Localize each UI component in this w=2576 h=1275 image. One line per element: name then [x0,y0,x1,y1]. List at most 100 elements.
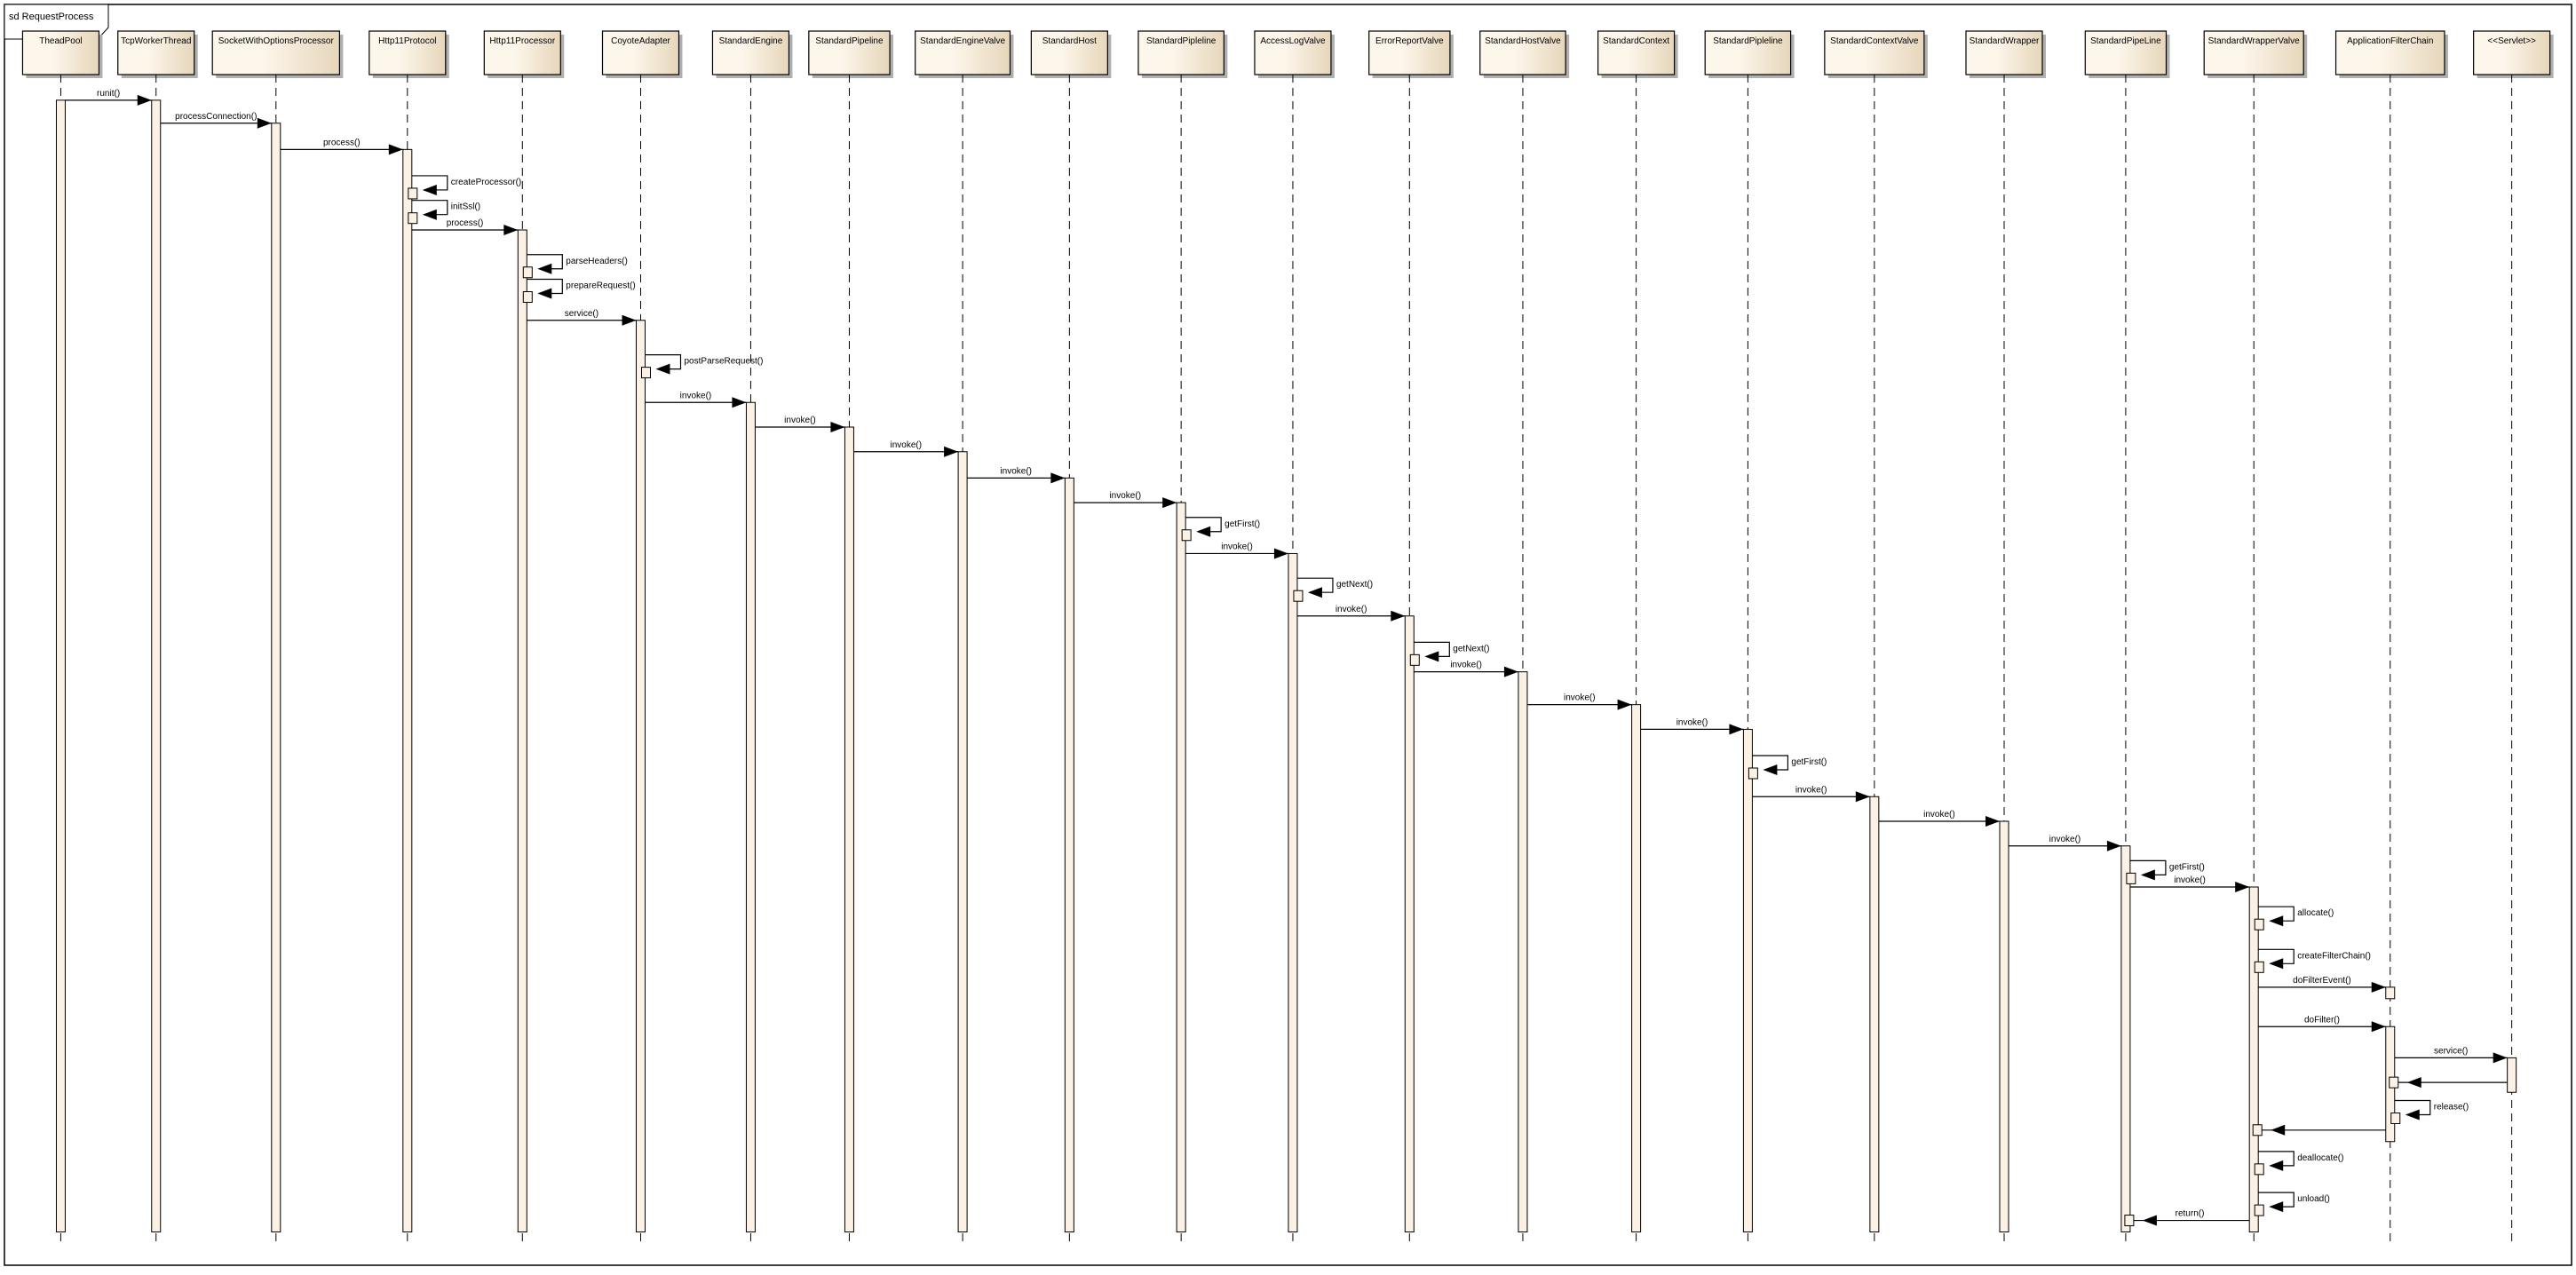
arrowhead [2269,915,2284,927]
arrowhead [1273,548,1288,559]
nested-activation [2254,961,2264,973]
activation-bar [1999,820,2009,1232]
message-label: getFirst() [1225,519,1260,529]
arrowhead [422,209,437,220]
lifeline-box [117,30,195,75]
lifeline-box [1137,30,1225,75]
arrowhead [1424,651,1439,662]
message-label: allocate() [2297,908,2334,918]
message: getNext() [1296,577,1373,593]
message: doFilterEvent() [2258,976,2386,988]
lifeline-name: StandardContext [1603,36,1669,46]
nested-activation [522,291,533,303]
message: deallocate() [2258,1151,2343,1167]
arrowhead [1196,526,1211,537]
lifeline-box [1479,30,1566,75]
lifeline-box [2203,30,2304,75]
nested-activation [522,266,533,279]
message: initSsl() [411,200,480,216]
message: invoke() [755,416,845,428]
message: doFilter() [2258,1015,2386,1027]
lifeline-box [2334,30,2445,75]
activation-bar [517,229,527,1232]
arrowhead [1162,497,1177,509]
arrowhead [537,263,552,274]
message-label: deallocate() [2297,1153,2343,1163]
message-label: process() [323,138,361,147]
lifeline-name: ErrorReportValve [1375,36,1444,46]
nested-activation [1748,767,1758,780]
message-label: process() [447,218,484,228]
lifeline-box [1965,30,2043,75]
arrowhead [622,314,637,326]
nested-activation [2390,1113,2401,1124]
lifeline-name: StandardWrapperValve [2208,36,2300,46]
activation-bar [402,148,413,1233]
message-label: prepareRequest() [566,281,635,291]
message-label: service() [2434,1046,2468,1056]
message-label: invoke() [1923,810,1955,820]
message-label: release() [2434,1103,2469,1113]
lifeline: StandardEngine [711,30,793,1246]
message-label: invoke() [1450,661,1482,670]
activation-bar [2507,1057,2517,1093]
message-label: getNext() [1336,580,1373,590]
activation-bar [1176,502,1186,1232]
arrowhead [537,288,552,299]
message: allocate() [2258,906,2334,922]
message-label: invoke() [680,391,712,400]
message: service() [2394,1046,2508,1059]
lifeline-name: StandardContextValve [1830,36,1919,46]
arrowhead [1617,699,1632,710]
lifeline-box [808,30,891,75]
lifeline-box [1030,30,1108,75]
arrowhead [1391,610,1406,622]
message: invoke() [2129,875,2250,888]
nested-activation [2124,1215,2135,1227]
message: invoke() [853,440,959,453]
lifeline-name: StandardWrapper [1970,36,2040,46]
arrowhead [1986,816,2000,827]
message-label: parseHeaders() [566,257,627,266]
lifeline-name: StandardPipeLine [2090,36,2161,46]
lifeline-box [601,30,680,75]
arrowhead [830,422,845,432]
message: invoke() [1185,542,1288,555]
message: invoke() [1526,693,1632,706]
activation-bar [636,320,646,1232]
arrowhead [2235,882,2250,892]
message-label: doFilter() [2304,1015,2340,1025]
nested-activation [2389,1076,2399,1089]
message-label: invoke() [2049,835,2081,844]
nested-activation [1181,529,1192,542]
message: processConnection() [160,112,272,124]
message-label: initSsl() [451,202,480,212]
lifeline-name: Http11Processor [489,36,555,46]
nested-activation [641,367,651,379]
message: invoke() [2009,835,2121,847]
messages: runit() processConnection() process() creat… [65,89,2508,1227]
message: getFirst() [2129,859,2205,875]
activation-bar [844,426,854,1232]
message: unload() [2258,1192,2330,1208]
lifeline-box [2084,30,2168,75]
arrowhead [1503,666,1518,677]
lifeline: StandardContextValve [1824,30,1928,1246]
lifeline-name: AccessLogValve [1260,36,1326,46]
nested-activation [1293,590,1304,602]
lifeline-box [369,30,447,75]
message-label: getNext() [1453,644,1489,653]
message-label: getFirst() [1791,757,1827,767]
lifeline-name: TheadPool [39,36,82,46]
arrowhead [2371,1021,2386,1033]
lifeline: <<Servlet>> [2473,30,2554,1246]
lifeline-name: StandardPipleline [1146,36,1217,46]
arrowhead [655,363,670,375]
lifeline-name: StandardPipeline [815,36,884,46]
nested-activation [2252,1124,2263,1136]
arrowhead [1729,724,1744,735]
lifeline: StandardPipleline [1704,30,1795,1246]
message-label: invoke() [1564,693,1596,703]
activation-bar [1631,704,1642,1232]
